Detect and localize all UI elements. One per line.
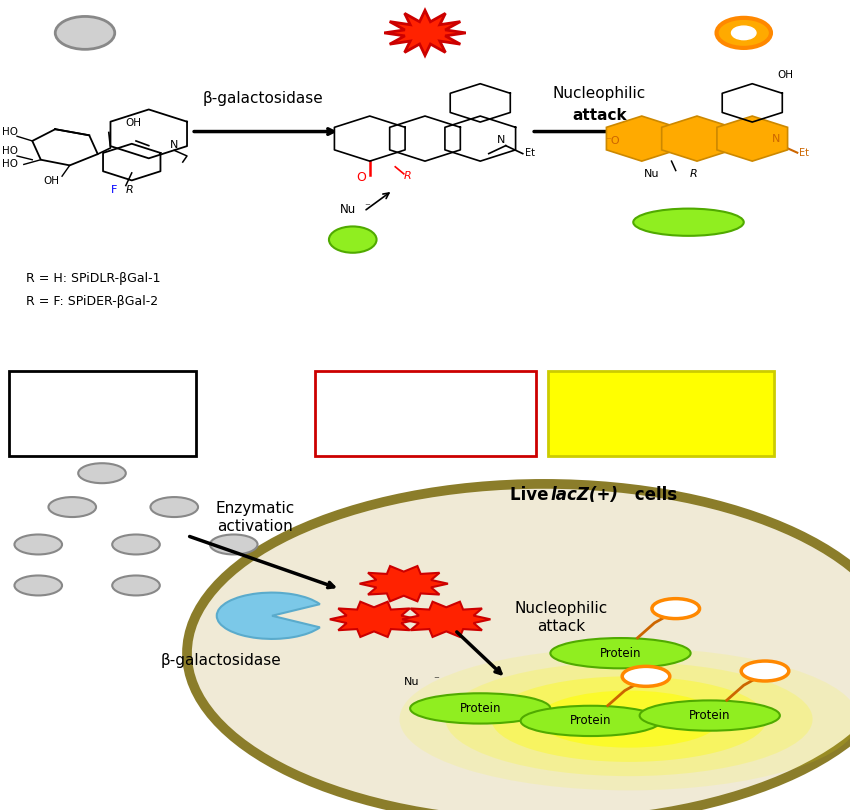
- Circle shape: [14, 575, 62, 595]
- Text: HO: HO: [2, 126, 18, 137]
- Circle shape: [329, 227, 377, 253]
- Text: Nu: Nu: [340, 202, 356, 215]
- Text: R: R: [690, 169, 698, 179]
- Text: R: R: [126, 185, 133, 194]
- Text: Et: Et: [799, 148, 809, 159]
- Polygon shape: [717, 116, 788, 161]
- Text: N: N: [497, 135, 506, 145]
- Text: Protein: Protein: [689, 709, 730, 722]
- Ellipse shape: [445, 662, 813, 776]
- Circle shape: [14, 535, 62, 555]
- Text: Protein: Protein: [570, 714, 611, 727]
- Text: Protein: Protein: [460, 702, 501, 715]
- Ellipse shape: [410, 693, 551, 723]
- Ellipse shape: [187, 484, 850, 810]
- Text: Live: Live: [510, 485, 554, 504]
- Text: N: N: [170, 140, 178, 150]
- Circle shape: [652, 599, 700, 619]
- Text: O: O: [356, 171, 366, 184]
- FancyBboxPatch shape: [314, 371, 536, 456]
- Text: N: N: [772, 134, 780, 144]
- Text: Reactive: Reactive: [394, 390, 456, 404]
- Circle shape: [112, 575, 160, 595]
- Ellipse shape: [639, 701, 779, 731]
- Text: ⁻: ⁻: [434, 676, 439, 685]
- Circle shape: [55, 16, 115, 49]
- Polygon shape: [606, 116, 677, 161]
- Text: Nucleophilic: Nucleophilic: [552, 87, 646, 101]
- Text: Cell-immobilized: Cell-immobilized: [591, 418, 727, 433]
- Ellipse shape: [520, 706, 661, 736]
- Text: OH: OH: [126, 118, 142, 128]
- Text: quinone methide: quinone methide: [363, 418, 487, 433]
- Polygon shape: [360, 566, 448, 601]
- Text: R: R: [404, 171, 411, 181]
- Text: HO: HO: [2, 147, 18, 156]
- Text: β-galactosidase: β-galactosidase: [161, 653, 281, 667]
- Polygon shape: [384, 11, 466, 55]
- Text: OH: OH: [43, 176, 59, 185]
- Text: F: F: [110, 185, 116, 194]
- Text: Nu: Nu: [404, 677, 419, 687]
- Circle shape: [48, 497, 96, 517]
- Ellipse shape: [491, 676, 767, 762]
- Text: Protein: Protein: [600, 646, 641, 659]
- Text: attack: attack: [572, 108, 626, 122]
- Text: Nucleophilic: Nucleophilic: [514, 601, 608, 616]
- Text: activation: activation: [217, 519, 293, 534]
- Text: Protein: Protein: [668, 215, 709, 228]
- Text: ⁻O: ⁻O: [605, 136, 620, 147]
- Polygon shape: [330, 602, 418, 637]
- Text: R = H: SPiDLR-βGal-1: R = H: SPiDLR-βGal-1: [26, 272, 160, 285]
- FancyBboxPatch shape: [548, 371, 774, 456]
- Polygon shape: [402, 602, 490, 637]
- Circle shape: [717, 18, 771, 48]
- Circle shape: [210, 535, 258, 555]
- Text: Nu: Nu: [644, 169, 660, 179]
- Text: Enzymatic: Enzymatic: [215, 501, 295, 516]
- Circle shape: [741, 661, 789, 681]
- Wedge shape: [217, 593, 320, 639]
- Ellipse shape: [537, 691, 721, 748]
- Text: Non-fluorescent,: Non-fluorescent,: [42, 390, 162, 404]
- Text: HO: HO: [2, 160, 18, 169]
- Text: Fluorescent,: Fluorescent,: [607, 390, 711, 404]
- Circle shape: [112, 535, 160, 555]
- Ellipse shape: [400, 648, 850, 791]
- Circle shape: [150, 497, 198, 517]
- Circle shape: [622, 667, 670, 686]
- Ellipse shape: [633, 209, 744, 236]
- Circle shape: [78, 463, 126, 484]
- Text: Et: Et: [525, 148, 536, 159]
- Text: OH: OH: [778, 70, 794, 79]
- Text: cells: cells: [629, 485, 677, 504]
- Text: Cell permeable: Cell permeable: [47, 418, 157, 433]
- Polygon shape: [661, 116, 733, 161]
- Text: attack: attack: [537, 619, 585, 634]
- Text: lacZ(+): lacZ(+): [551, 485, 619, 504]
- Text: ⁻: ⁻: [364, 202, 370, 212]
- Text: R = F: SPiDER-βGal-2: R = F: SPiDER-βGal-2: [26, 296, 157, 309]
- FancyBboxPatch shape: [8, 371, 196, 456]
- Circle shape: [732, 26, 756, 40]
- Text: β-galactosidase: β-galactosidase: [203, 92, 324, 106]
- Ellipse shape: [551, 638, 690, 668]
